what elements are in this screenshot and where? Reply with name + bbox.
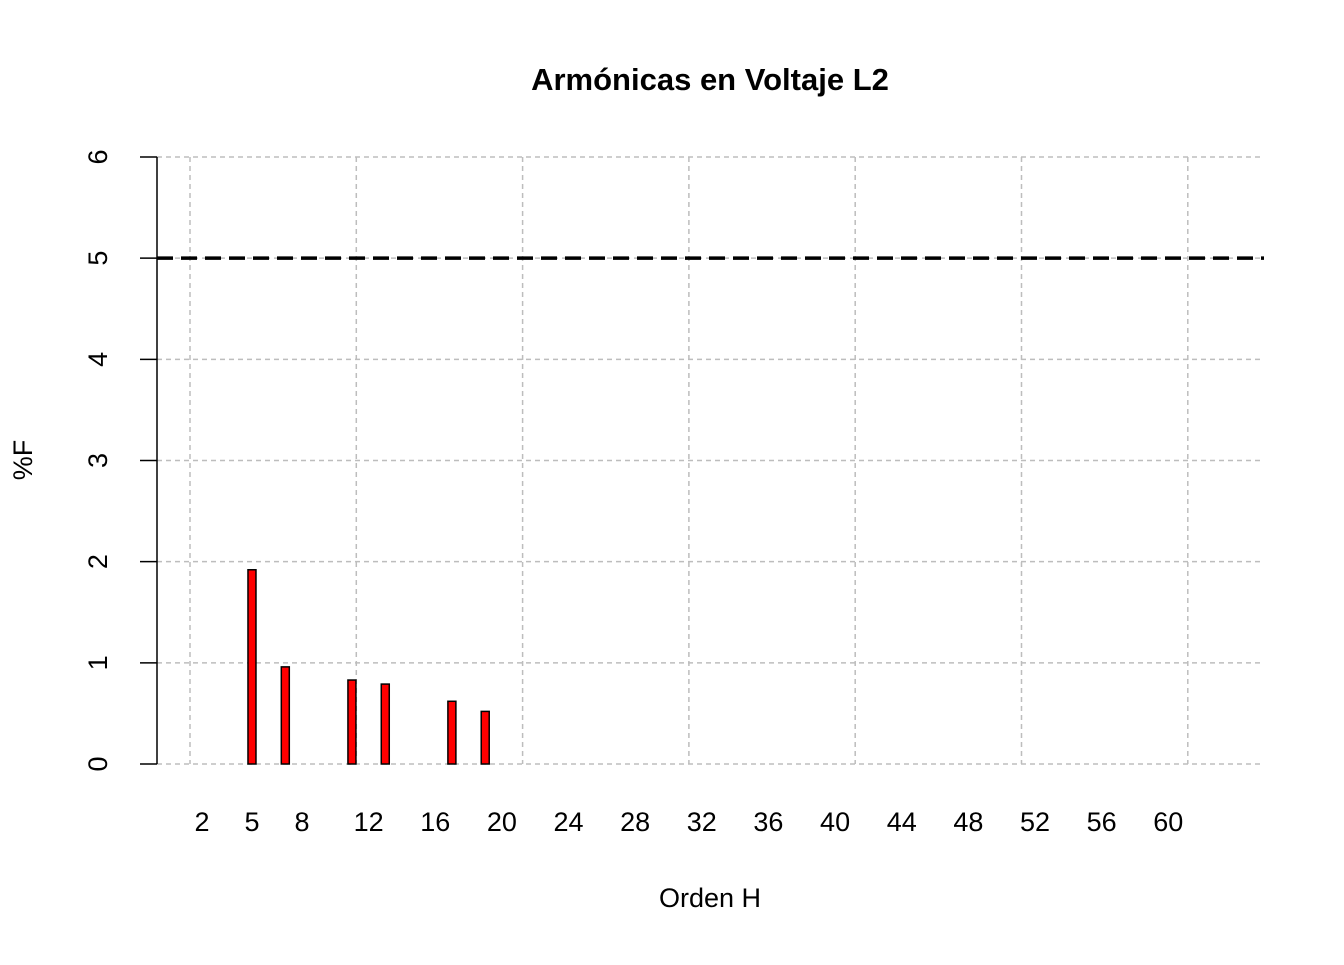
y-tick-label: 5 <box>83 251 113 266</box>
y-tick-label: 2 <box>83 554 113 569</box>
y-tick-label: 3 <box>83 453 113 468</box>
x-tick-label: 5 <box>244 807 259 837</box>
x-tick-label: 40 <box>820 807 850 837</box>
y-tick-label: 1 <box>83 655 113 670</box>
x-tick-label: 28 <box>620 807 650 837</box>
y-tick-label: 0 <box>83 756 113 771</box>
bar <box>247 569 257 765</box>
x-axis-label: Orden H <box>659 883 761 913</box>
x-tick-label: 12 <box>354 807 384 837</box>
y-axis-label: %F <box>8 440 38 481</box>
x-tick-label: 52 <box>1020 807 1050 837</box>
x-tick-label: 56 <box>1087 807 1117 837</box>
bar <box>480 710 490 765</box>
bar <box>447 700 457 765</box>
bar <box>347 679 357 765</box>
x-tick-label: 20 <box>487 807 517 837</box>
bar <box>280 666 291 765</box>
chart-title: Armónicas en Voltaje L2 <box>531 62 889 97</box>
x-tick-label: 2 <box>194 807 209 837</box>
x-tick-label: 60 <box>1153 807 1183 837</box>
x-tick-label: 24 <box>553 807 583 837</box>
y-tick-label: 6 <box>83 149 113 164</box>
x-tick-label: 44 <box>887 807 917 837</box>
x-tick-label: 32 <box>687 807 717 837</box>
x-tick-label: 8 <box>294 807 309 837</box>
x-tick-label: 36 <box>753 807 783 837</box>
bar <box>380 683 391 765</box>
x-tick-label: 16 <box>420 807 450 837</box>
y-tick-label: 4 <box>83 352 113 367</box>
x-tick-label: 48 <box>953 807 983 837</box>
